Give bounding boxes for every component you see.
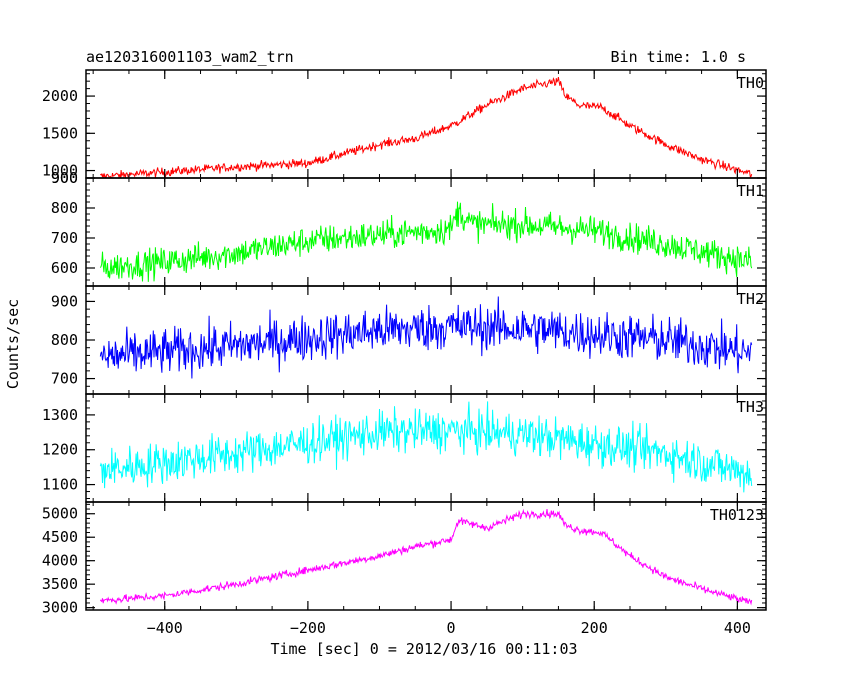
- series-line-th0: [99, 77, 753, 178]
- y-tick-label: 1500: [42, 124, 78, 142]
- series-line-th2: [99, 296, 753, 379]
- y-tick-label: 1200: [42, 441, 78, 459]
- y-tick-label: 800: [51, 199, 78, 217]
- chart-title: ae120316001103_wam2_trn: [86, 48, 294, 66]
- y-axis-label: Counts/sec: [4, 299, 22, 389]
- panel-label: TH0123: [710, 506, 764, 524]
- y-tick-label: 3000: [42, 599, 78, 617]
- x-tick-label: −200: [290, 619, 326, 637]
- x-tick-label: −400: [147, 619, 183, 637]
- chart-subtitle: Bin time: 1.0 s: [611, 48, 746, 66]
- x-axis-label: Time [sec] 0 = 2012/03/16 00:11:03: [270, 640, 577, 658]
- panel-label: TH0: [737, 74, 764, 92]
- y-tick-label: 900: [51, 169, 78, 187]
- y-tick-label: 900: [51, 292, 78, 310]
- y-tick-label: 5000: [42, 505, 78, 523]
- y-tick-label: 800: [51, 331, 78, 349]
- x-tick-label: 200: [581, 619, 608, 637]
- series-line-th0123: [99, 508, 753, 606]
- panel-label: TH2: [737, 290, 764, 308]
- y-tick-label: 2000: [42, 87, 78, 105]
- y-tick-label: 1300: [42, 406, 78, 424]
- panel-frame: [85, 69, 767, 179]
- y-tick-label: 700: [51, 370, 78, 388]
- panel-label: TH3: [737, 398, 764, 416]
- series-line-th3: [99, 401, 753, 493]
- y-tick-label: 1000: [42, 162, 78, 180]
- series-line-th1: [99, 201, 753, 282]
- x-tick-label: 400: [724, 619, 751, 637]
- y-tick-label: 4000: [42, 552, 78, 570]
- y-tick-label: 600: [51, 259, 78, 277]
- panels-group: 900100015002000TH0600700800900TH17008009…: [42, 69, 767, 637]
- y-tick-label: 1100: [42, 476, 78, 494]
- y-tick-label: 900: [51, 169, 78, 187]
- y-tick-label: 700: [51, 229, 78, 247]
- panel-label: TH1: [737, 182, 764, 200]
- y-tick-label: 4500: [42, 528, 78, 546]
- x-tick-label: 0: [447, 619, 456, 637]
- y-tick-label: 3500: [42, 575, 78, 593]
